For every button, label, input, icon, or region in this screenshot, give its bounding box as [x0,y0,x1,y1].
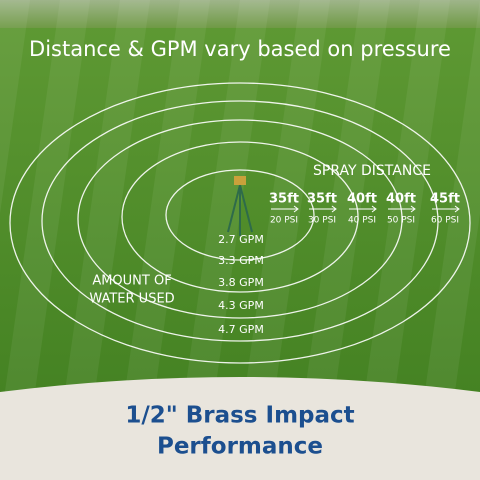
ring [165,169,315,261]
footer-title: Performance [157,434,323,460]
water-label: WATER USED [89,292,174,307]
arrow-head [331,205,337,213]
gpm: 2.7 GPM [218,233,264,246]
ring [9,82,471,364]
arrow-head [371,205,377,213]
gpm-list: 2.7 GPM 3.3 GPM 3.8 GPM 4.3 GPM 4.7 GPM [218,233,264,336]
footer-panel [0,377,480,480]
distance-list: 35ft 20 PSI 35ft 30 PSI 40ft 40 PSI 40ft 50 PSI… [269,192,460,226]
gpm: 4.7 GPM [218,323,264,336]
gpm: 3.3 GPM [218,254,264,267]
pressure: 60 PSI [431,216,459,226]
gpm: 3.8 GPM [218,276,264,289]
pressure: 50 PSI [387,216,415,226]
title: Distance & GPM vary based on pressure [29,37,451,61]
distance: 40ft [347,192,377,207]
pressure: 40 PSI [348,216,376,226]
pressure: 20 PSI [270,216,298,226]
arrow-head [454,205,460,213]
distance: 45ft [430,192,460,207]
distance: 35ft [269,192,299,207]
pressure: 30 PSI [308,216,336,226]
distance: 35ft [307,192,337,207]
water-label: AMOUNT OF [92,274,171,289]
sprinkler [227,176,253,236]
arrow-head [293,205,299,213]
footer-title: 1/2" Brass Impact [125,403,354,429]
ring [41,100,439,342]
ring [77,119,403,319]
arrow-head [410,205,416,213]
spray-rings [9,82,471,364]
spray-label: SPRAY DISTANCE [313,163,431,179]
ring [121,141,359,293]
distance: 40ft [386,192,416,207]
gpm: 4.3 GPM [218,299,264,312]
